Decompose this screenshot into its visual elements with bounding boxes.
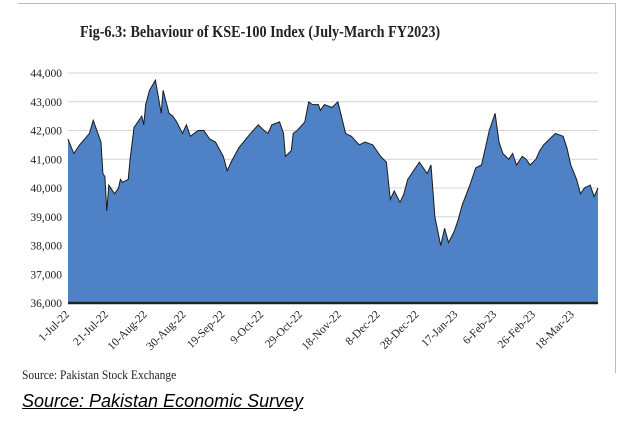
index-area-fill <box>68 80 598 303</box>
x-tick-label: 9-Oct-22 <box>228 308 266 346</box>
y-tick-label: 41,000 <box>30 154 62 166</box>
y-tick-label: 40,000 <box>30 183 62 195</box>
x-tick-label: 21-Jul-22 <box>71 308 111 348</box>
y-tick-label: 43,000 <box>30 97 62 109</box>
x-axis: 1-Jul-22 21-Jul-2210-Aug-2230-Aug-2219-Se… <box>37 301 598 353</box>
y-tick-label: 37,000 <box>30 269 62 281</box>
x-tick-label: 19-Sep-22 <box>185 308 228 351</box>
index-series-line <box>67 78 599 246</box>
y-tick-label: 44,000 <box>30 68 62 80</box>
figure-frame <box>18 3 616 373</box>
x-tick-label: 26-Feb-23 <box>496 308 539 351</box>
source-note: Source: Pakistan Stock Exchange <box>22 368 177 382</box>
chart-title: Fig-6.3: Behaviour of KSE-100 Index (Jul… <box>80 22 441 41</box>
x-tick-label: 17-Jan-23 <box>419 308 460 349</box>
x-tick-label: 30-Aug-22 <box>144 308 188 352</box>
x-tick-label: 1-Jul-22 <box>37 308 73 344</box>
x-tick-label: 18-Mar-23 <box>533 308 577 352</box>
y-tick-label: 38,000 <box>30 241 62 253</box>
x-tick-label: 8-Dec-22 <box>344 308 383 347</box>
x-tick-label: 10-Aug-22 <box>106 308 150 352</box>
x-tick-label: 6-Feb-23 <box>461 308 499 346</box>
x-tick-label: 28-Dec-22 <box>378 308 421 351</box>
plot-area <box>67 78 599 303</box>
y-tick-label: 36,000 <box>30 298 62 310</box>
y-axis: 36,000 37,000 38,000 39,000 40,000 41,000 42,0… <box>30 68 62 310</box>
x-tick-label: 18-Nov-22 <box>300 308 344 352</box>
y-tick-label: 42,000 <box>30 126 62 138</box>
survey-source-note: Source: Pakistan Economic Survey <box>22 391 304 411</box>
y-tick-label: 39,000 <box>30 212 62 224</box>
